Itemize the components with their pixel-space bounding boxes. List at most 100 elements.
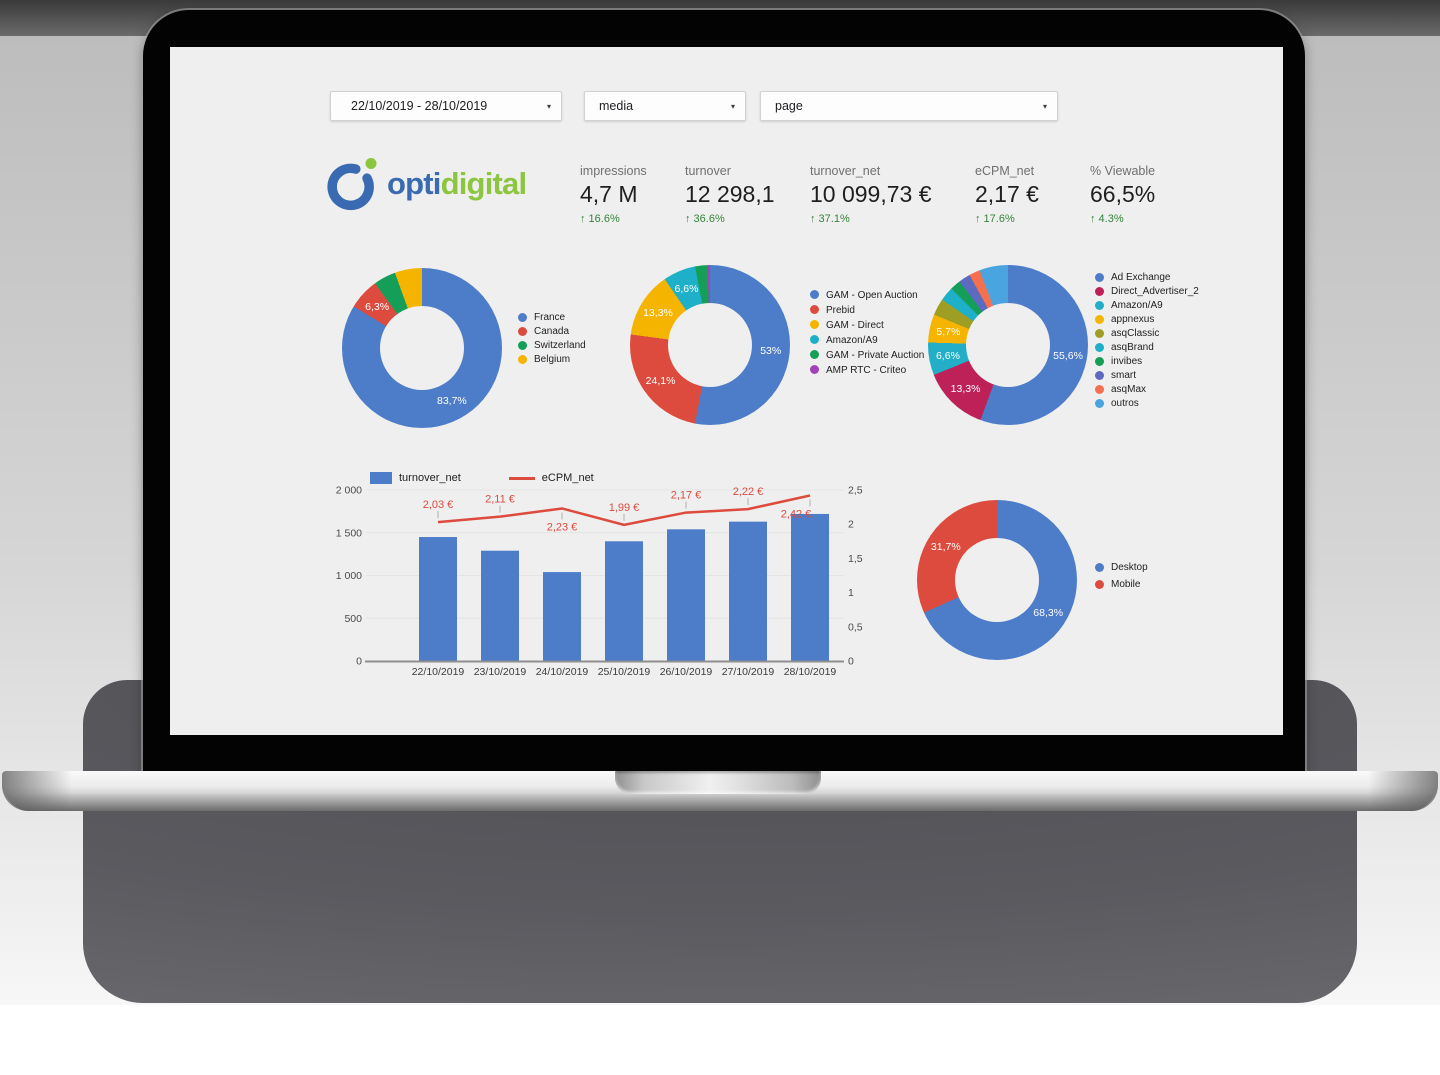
kpi-ecpm-net: eCPM_net 2,17 € ↑ 17.6%	[975, 164, 1039, 225]
right-axis-tick-label: 2,5	[848, 485, 863, 497]
slice-label: 83,7%	[436, 395, 467, 408]
legend-label: outros	[1111, 398, 1139, 409]
legend-label: asqBrand	[1111, 342, 1154, 353]
legend-item: Canada	[518, 327, 586, 337]
slice-label: 13,3%	[950, 382, 981, 395]
date-range-filter[interactable]: 22/10/2019 - 28/10/2019 ▾	[330, 91, 562, 121]
ecpm-point-label: 2,42 €	[781, 508, 812, 520]
x-axis-category-label: 23/10/2019	[474, 666, 527, 678]
kpi-label: turnover	[685, 164, 731, 178]
legend-label: GAM - Direct	[826, 320, 884, 331]
legend-label: Prebid	[826, 305, 855, 316]
kpi-delta: ↑ 17.6%	[975, 213, 1015, 225]
legend-dot	[1095, 343, 1104, 352]
slice-label: 31,7%	[930, 540, 961, 553]
legend-dot	[1095, 580, 1104, 589]
legend-dot	[518, 341, 527, 350]
left-axis-tick-label: 500	[344, 613, 362, 625]
right-axis-tick-label: 2	[848, 519, 854, 531]
optidigital-logo: optidigital	[326, 155, 527, 211]
legend-label: Amazon/A9	[826, 335, 878, 346]
ecpm-net-legend-label: eCPM_net	[541, 472, 594, 484]
media-filter[interactable]: media ▾	[584, 91, 746, 121]
legend-label: asqMax	[1111, 384, 1147, 395]
kpi-value: 66,5%	[1090, 181, 1156, 207]
optidigital-logo-icon	[327, 158, 377, 211]
page-filter[interactable]: page ▾	[760, 91, 1058, 121]
slice-label: 6,6%	[935, 349, 960, 362]
x-axis-category-label: 25/10/2019	[598, 666, 651, 678]
slice-label: 24,1%	[645, 374, 676, 387]
turnover-net-bar[interactable]	[729, 521, 767, 661]
ecpm-point-label: 2,23 €	[547, 521, 578, 533]
legend-label: appnexus	[1111, 314, 1155, 325]
legend-label: GAM - Private Auction	[826, 350, 925, 361]
legend-label: France	[534, 312, 566, 323]
legend-label: Amazon/A9	[1111, 300, 1163, 311]
legend-dot	[1095, 329, 1104, 338]
turnover-net-bar[interactable]	[605, 541, 643, 661]
ecpm-net-swatch	[508, 476, 535, 480]
slice-label: 6,3%	[365, 300, 390, 313]
combo-chart-legend: turnover_net eCPM_net	[370, 472, 594, 484]
chevron-down-icon: ▾	[730, 101, 735, 111]
legend-item: Mobile	[1095, 580, 1148, 590]
kpi-value: 2,17 €	[975, 181, 1039, 207]
legend-dot	[1095, 273, 1104, 282]
legend-item: smart	[1095, 371, 1199, 381]
left-axis-tick-label: 1 000	[336, 570, 362, 582]
legend-label: invibes	[1111, 356, 1143, 367]
legend-dot	[810, 365, 819, 374]
turnover-net-bar[interactable]	[419, 537, 457, 661]
legend-item: Direct_Advertiser_2	[1095, 287, 1199, 297]
legend-dot	[1095, 385, 1104, 394]
legend-item: Amazon/A9	[810, 335, 926, 346]
legend-dot	[1095, 357, 1104, 366]
channel-donut-chart[interactable]: 53% 24,1% 13,3% 6,6%	[630, 265, 790, 425]
left-axis-tick-label: 0	[356, 656, 362, 668]
legend-dot	[1095, 315, 1104, 324]
x-axis-category-label: 27/10/2019	[722, 666, 775, 678]
demand-donut-chart[interactable]: 55,6% 13,3% 6,6% 5,7%	[928, 265, 1088, 425]
turnover-net-bar[interactable]	[481, 550, 519, 661]
legend-item: asqMax	[1095, 385, 1199, 395]
turnover-net-bar[interactable]	[543, 572, 581, 661]
turnover-net-bar[interactable]	[791, 513, 829, 661]
page-filter-value: page	[775, 99, 803, 113]
donut-hole	[966, 303, 1050, 387]
device-legend: Desktop Mobile	[1095, 563, 1148, 597]
kpi-viewable: % Viewable 66,5% ↑ 4.3%	[1090, 164, 1155, 225]
ecpm-point-label: 2,17 €	[671, 490, 702, 502]
legend-item: Prebid	[810, 305, 926, 316]
donut-hole	[955, 538, 1039, 622]
ecpm-net-line[interactable]	[437, 494, 811, 527]
right-axis-tick-label: 1	[848, 587, 854, 599]
legend-dot	[810, 305, 819, 314]
legend-dot	[810, 335, 819, 344]
country-donut-chart[interactable]: 83,7% 6,3%	[342, 268, 502, 428]
kpi-label: eCPM_net	[975, 164, 1035, 178]
legend-label: smart	[1111, 370, 1136, 381]
legend-item: GAM - Open Auction	[810, 290, 926, 301]
donut-hole	[668, 303, 752, 387]
laptop-base-notch	[615, 771, 821, 794]
x-axis-category-label: 22/10/2019	[412, 666, 465, 678]
legend-dot	[1095, 287, 1104, 296]
device-donut-chart[interactable]: 68,3% 31,7%	[917, 500, 1077, 660]
legend-item: Switzerland	[518, 341, 586, 351]
turnover-net-swatch	[370, 472, 392, 484]
turnover-net-bar[interactable]	[667, 529, 705, 661]
legend-dot	[518, 355, 527, 364]
slice-label: 13,3%	[643, 307, 673, 320]
ecpm-point-label: 2,22 €	[733, 486, 764, 498]
legend-dot	[1095, 371, 1104, 380]
kpi-delta: ↑ 37.1%	[810, 213, 850, 225]
legend-item: France	[518, 313, 586, 323]
legend-dot	[518, 327, 527, 336]
legend-item: invibes	[1095, 357, 1199, 367]
slice-label: 53%	[760, 344, 782, 357]
slice-label: 5,7%	[936, 326, 961, 339]
chevron-down-icon: ▾	[1042, 101, 1047, 111]
legend-label: Switzerland	[534, 340, 586, 351]
slice-label: 55,6%	[1053, 349, 1083, 362]
